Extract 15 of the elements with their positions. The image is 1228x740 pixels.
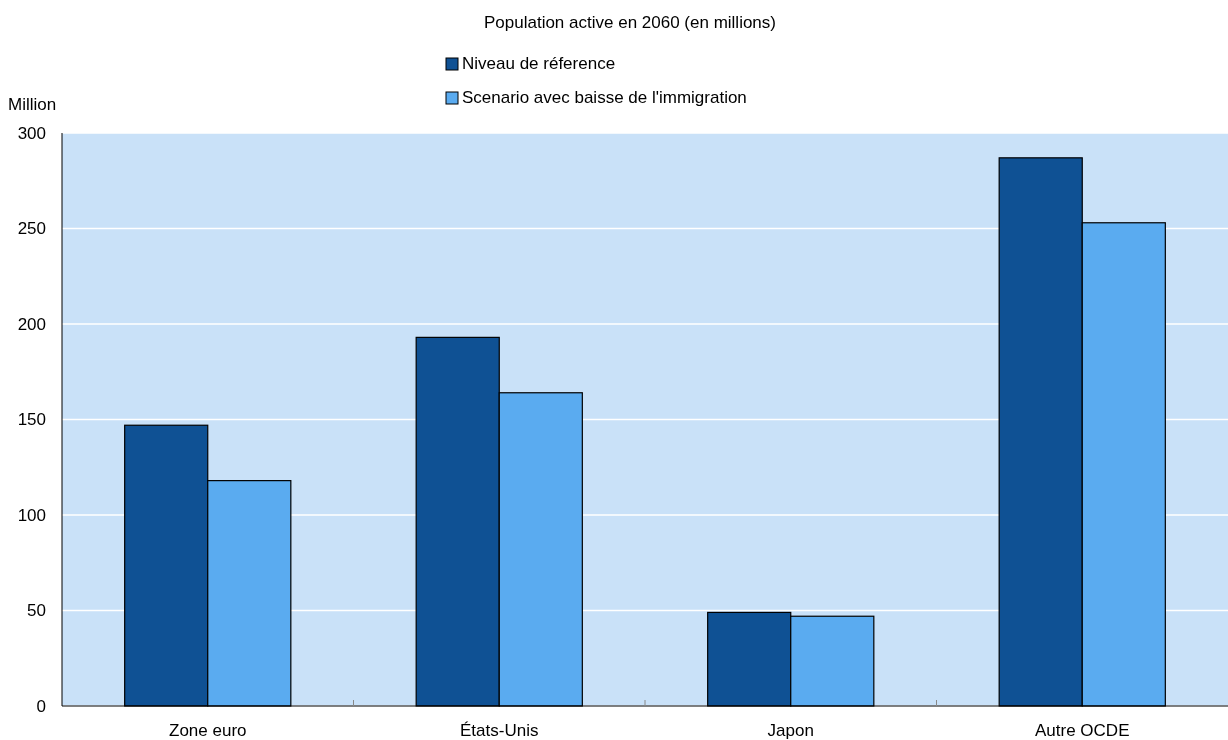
- legend-label: Scenario avec baisse de l'immigration: [462, 88, 747, 107]
- x-tick-label: Japon: [767, 721, 814, 740]
- y-tick-label: 250: [17, 219, 46, 239]
- y-tick-label: 0: [36, 696, 46, 716]
- x-tick-label: États-Unis: [460, 721, 539, 740]
- y-tick-label: 100: [17, 505, 46, 525]
- y-tick-label: 300: [17, 123, 46, 143]
- y-tick-label: 150: [17, 410, 46, 430]
- y-axis-title: Million: [8, 95, 57, 114]
- chart-title: Population active en 2060 (en millions): [483, 13, 777, 32]
- y-tick-label: 50: [27, 601, 46, 621]
- y-tick-label: 200: [17, 314, 46, 334]
- x-tick-label: Zone euro: [169, 721, 247, 740]
- legend-label: Niveau de réference: [462, 54, 616, 73]
- x-tick-label: Autre OCDE: [1035, 721, 1130, 740]
